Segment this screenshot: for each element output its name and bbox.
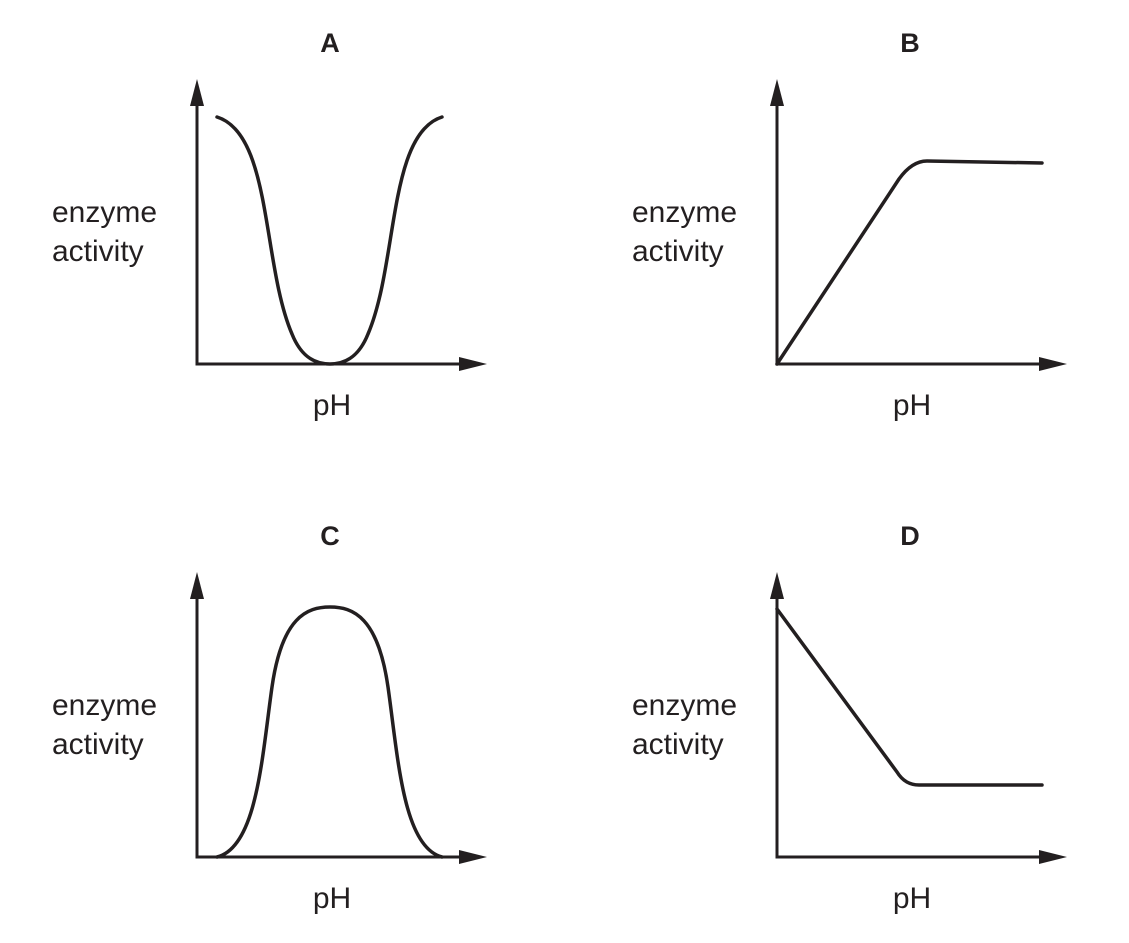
- panel-title: B: [900, 28, 920, 58]
- x-arrow: [459, 850, 487, 864]
- x-arrow: [1039, 850, 1067, 864]
- y-axis-label: activity: [52, 728, 144, 761]
- y-axis-label: enzyme: [632, 196, 737, 229]
- panel-title: C: [320, 521, 340, 551]
- panel-title: A: [320, 28, 340, 58]
- curve: [775, 607, 1044, 787]
- curve: [215, 115, 444, 366]
- y-arrow: [190, 79, 204, 106]
- x-arrow: [1039, 357, 1067, 371]
- y-axis-label: activity: [632, 235, 724, 268]
- y-arrow: [770, 572, 784, 599]
- x-axis-label: pH: [893, 882, 931, 915]
- y-axis-label: activity: [632, 728, 724, 761]
- y-arrow: [190, 572, 204, 599]
- y-axis-label: enzyme: [52, 689, 157, 722]
- curve: [215, 605, 444, 859]
- y-axis-label: enzyme: [52, 196, 157, 229]
- x-axis-label: pH: [313, 389, 351, 422]
- y-axis-label: enzyme: [632, 689, 737, 722]
- panel-title: D: [900, 521, 920, 551]
- y-arrow: [770, 79, 784, 106]
- curve: [775, 159, 1044, 366]
- y-axis-label: activity: [52, 235, 144, 268]
- x-axis-label: pH: [893, 389, 931, 422]
- x-arrow: [459, 357, 487, 371]
- x-axis-label: pH: [313, 882, 351, 915]
